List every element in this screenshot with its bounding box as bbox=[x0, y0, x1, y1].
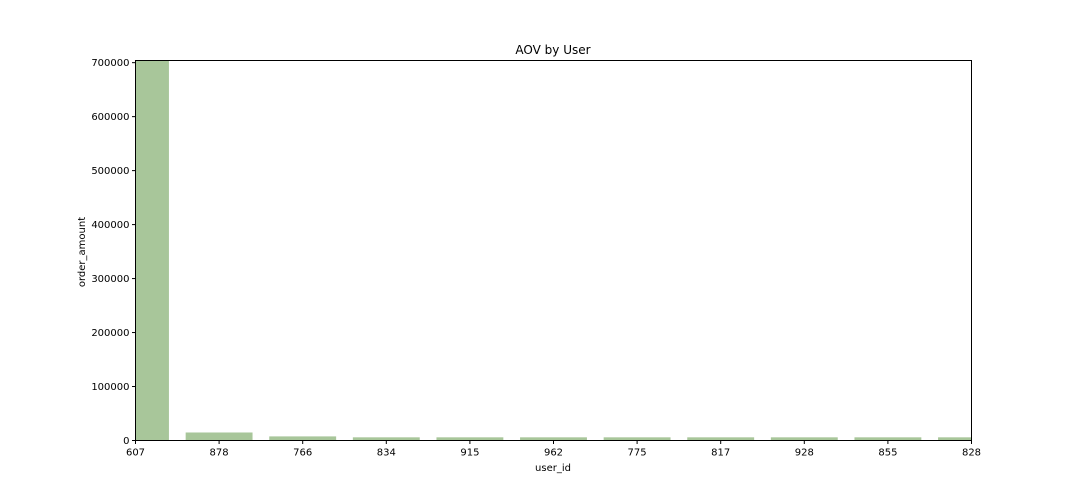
x-tick-label: 878 bbox=[210, 448, 229, 459]
x-tick-label: 607 bbox=[126, 448, 145, 459]
y-tick-label: 400000 bbox=[91, 220, 129, 231]
y-tick-label: 600000 bbox=[91, 112, 129, 123]
bar-878 bbox=[185, 432, 253, 441]
x-tick-label: 962 bbox=[544, 448, 563, 459]
bar-962 bbox=[520, 437, 587, 441]
x-tick-label: 775 bbox=[628, 448, 647, 459]
x-tick-label: 834 bbox=[377, 448, 396, 459]
plot-frame bbox=[135, 60, 972, 441]
x-tick-label: 766 bbox=[293, 448, 312, 459]
bars-group bbox=[135, 60, 972, 441]
y-tick-label: 700000 bbox=[91, 58, 129, 69]
x-tick-label: 828 bbox=[962, 448, 981, 459]
x-axis: 607 878 766 834 915 962 775 817 928 855 828 bbox=[126, 440, 981, 459]
y-tick-label: 500000 bbox=[91, 166, 129, 177]
bar-855 bbox=[854, 437, 922, 441]
x-axis-title: user_id bbox=[535, 463, 571, 474]
x-tick-label: 928 bbox=[795, 448, 814, 459]
bar-828 bbox=[938, 437, 972, 441]
y-axis: 0 100000 200000 300000 400000 500000 600000 700… bbox=[91, 58, 136, 447]
x-tick-label: 855 bbox=[878, 448, 897, 459]
x-tick-label: 817 bbox=[711, 448, 730, 459]
y-axis-title: order_amount bbox=[77, 217, 88, 287]
chart-title: AOV by User bbox=[515, 43, 590, 57]
bar-928 bbox=[770, 437, 838, 441]
bar-766 bbox=[269, 436, 337, 441]
bar-915 bbox=[436, 437, 504, 441]
bar-817 bbox=[687, 437, 755, 441]
x-tick-label: 915 bbox=[460, 448, 479, 459]
y-tick-label: 200000 bbox=[91, 328, 129, 339]
y-tick-label: 100000 bbox=[91, 382, 129, 393]
bar-775 bbox=[603, 437, 671, 441]
y-tick-label: 0 bbox=[123, 436, 129, 447]
y-tick-label: 300000 bbox=[91, 274, 129, 285]
bar-607 bbox=[135, 60, 169, 441]
bar-834 bbox=[352, 437, 420, 441]
